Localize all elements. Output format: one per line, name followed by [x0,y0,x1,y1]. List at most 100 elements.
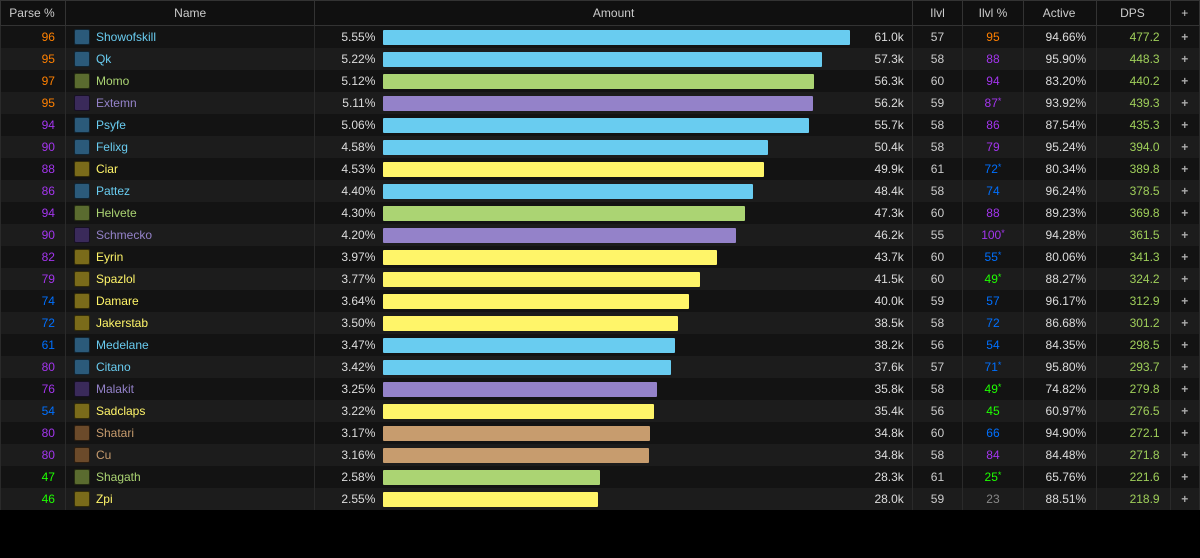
amount-bar [383,470,849,485]
name-cell: Citano [65,356,314,378]
rogue-class-icon [74,403,90,419]
expand-row-button[interactable]: + [1181,162,1188,176]
table-row: 46Zpi2.55%28.0k592388.51%218.9+ [1,488,1200,510]
expand-row-button[interactable]: + [1181,96,1188,110]
expand-row-button[interactable]: + [1181,426,1188,440]
expand-row-button[interactable]: + [1181,74,1188,88]
parse-pct: 80 [1,444,66,466]
dps-value: 324.2 [1097,268,1170,290]
col-header-parse[interactable]: Parse % [1,1,66,26]
expand-row-button[interactable]: + [1181,294,1188,308]
player-link[interactable]: Medelane [96,338,149,352]
ilvl-value: 60 [912,202,962,224]
player-link[interactable]: Shatari [96,426,134,440]
expand-row-button[interactable]: + [1181,404,1188,418]
player-link[interactable]: Qk [96,52,111,66]
table-row: 80Citano3.42%37.6k5771*95.80%293.7+ [1,356,1200,378]
player-link[interactable]: Shagath [96,470,141,484]
parse-pct: 80 [1,356,66,378]
ilvl-pct-value: 94 [963,70,1024,92]
amount-pct-label: 5.22% [323,52,375,66]
col-header-amount[interactable]: Amount [315,1,912,26]
col-header-ilvlp[interactable]: Ilvl % [963,1,1024,26]
expand-row-button[interactable]: + [1181,118,1188,132]
col-header-active[interactable]: Active [1023,1,1096,26]
player-link[interactable]: Sadclaps [96,404,145,418]
ilvl-value: 58 [912,48,962,70]
expand-row-button[interactable]: + [1181,338,1188,352]
mage-class-icon [74,337,90,353]
player-link[interactable]: Damare [96,294,139,308]
amount-value-label: 38.5k [858,316,904,330]
name-cell: Cu [65,444,314,466]
player-link[interactable]: Extemn [96,96,137,110]
expand-row-button[interactable]: + [1181,52,1188,66]
table-row: 96Showofskill5.55%61.0k579594.66%477.2+ [1,26,1200,49]
expand-row-button[interactable]: + [1181,448,1188,462]
expand-row-button[interactable]: + [1181,228,1188,242]
col-header-dps[interactable]: DPS [1097,1,1170,26]
expand-row-button[interactable]: + [1181,360,1188,374]
table-row: 80Shatari3.17%34.8k606694.90%272.1+ [1,422,1200,444]
amount-pct-label: 3.42% [323,360,375,374]
dps-value: 477.2 [1097,26,1170,49]
player-link[interactable]: Zpi [96,492,113,506]
amount-bar [383,492,849,507]
expand-row-button[interactable]: + [1181,272,1188,286]
player-link[interactable]: Felixg [96,140,128,154]
amount-value-label: 28.0k [858,492,904,506]
parse-pct: 76 [1,378,66,400]
expand-row-button[interactable]: + [1181,492,1188,506]
amount-value-label: 47.3k [858,206,904,220]
player-link[interactable]: Schmecko [96,228,152,242]
expand-row-button[interactable]: + [1181,382,1188,396]
mage-class-icon [74,117,90,133]
amount-pct-label: 3.97% [323,250,375,264]
player-link[interactable]: Spazlol [96,272,135,286]
amount-bar [383,294,849,309]
ilvl-value: 57 [912,356,962,378]
expand-row-button[interactable]: + [1181,316,1188,330]
player-link[interactable]: Ciar [96,162,118,176]
expand-row-button[interactable]: + [1181,250,1188,264]
name-cell: Shatari [65,422,314,444]
name-cell: Medelane [65,334,314,356]
player-link[interactable]: Pattez [96,184,130,198]
amount-bar [383,404,849,419]
player-link[interactable]: Showofskill [96,30,156,44]
name-cell: Schmecko [65,224,314,246]
player-link[interactable]: Cu [96,448,111,462]
expand-row-button[interactable]: + [1181,470,1188,484]
ilvl-pct-value: 84 [963,444,1024,466]
dps-value: 312.9 [1097,290,1170,312]
player-link[interactable]: Momo [96,74,129,88]
ilvl-pct-value: 54 [963,334,1024,356]
amount-pct-label: 4.53% [323,162,375,176]
player-link[interactable]: Citano [96,360,131,374]
col-header-plus[interactable]: + [1170,1,1199,26]
amount-value-label: 48.4k [858,184,904,198]
amount-value-label: 61.0k [858,30,904,44]
player-link[interactable]: Malakit [96,382,134,396]
player-link[interactable]: Eyrin [96,250,123,264]
ilvl-value: 61 [912,466,962,488]
expand-row-button[interactable]: + [1181,140,1188,154]
amount-pct-label: 5.55% [323,30,375,44]
col-header-name[interactable]: Name [65,1,314,26]
player-link[interactable]: Psyfe [96,118,126,132]
amount-bar [383,96,849,111]
player-link[interactable]: Jakerstab [96,316,148,330]
expand-row-button[interactable]: + [1181,206,1188,220]
amount-cell: 5.12%56.3k [315,70,912,92]
table-row: 47Shagath2.58%28.3k6125*65.76%221.6+ [1,466,1200,488]
expand-row-button[interactable]: + [1181,184,1188,198]
dps-value: 276.5 [1097,400,1170,422]
player-link[interactable]: Helvete [96,206,137,220]
name-cell: Sadclaps [65,400,314,422]
amount-value-label: 41.5k [858,272,904,286]
name-cell: Eyrin [65,246,314,268]
ilvl-value: 55 [912,224,962,246]
active-value: 89.23% [1023,202,1096,224]
expand-row-button[interactable]: + [1181,30,1188,44]
col-header-ilvl[interactable]: Ilvl [912,1,962,26]
